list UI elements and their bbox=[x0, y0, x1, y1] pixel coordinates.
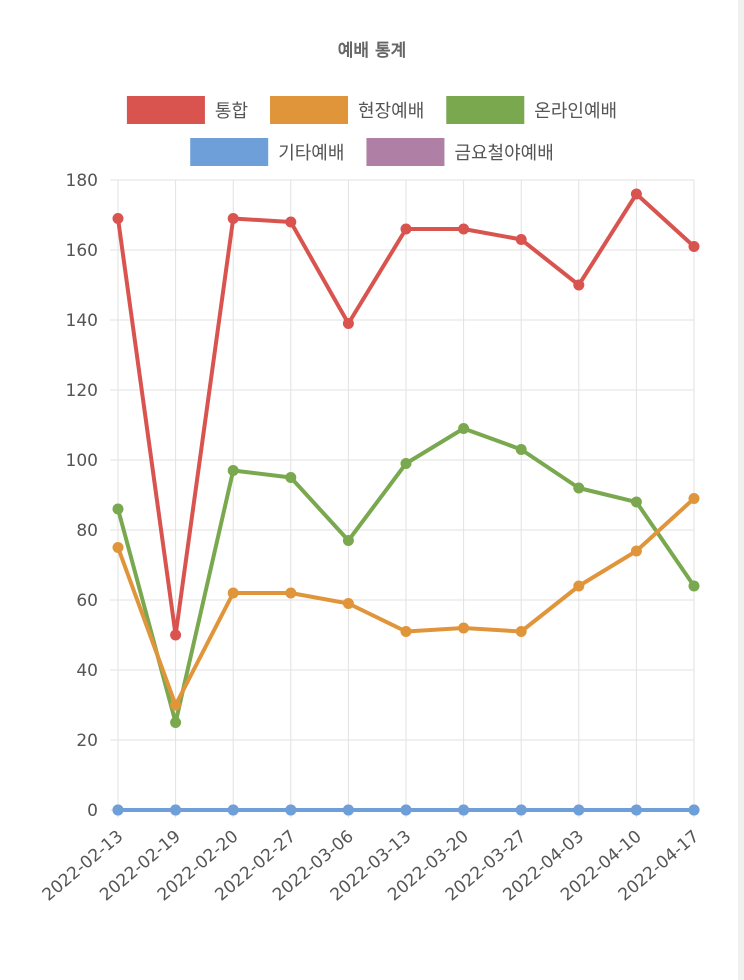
data-point bbox=[285, 587, 297, 599]
series-1 bbox=[112, 493, 700, 711]
series-2 bbox=[112, 423, 700, 728]
y-tick-label: 160 bbox=[66, 241, 98, 261]
data-point bbox=[342, 804, 354, 816]
data-point bbox=[630, 545, 642, 557]
data-point bbox=[573, 279, 585, 291]
y-tick-label: 100 bbox=[66, 451, 98, 471]
legend-item[interactable]: 현장예배 bbox=[270, 96, 424, 124]
legend-swatch bbox=[126, 96, 205, 124]
series-0 bbox=[112, 188, 700, 641]
legend-label: 기타예배 bbox=[278, 143, 344, 164]
y-tick-label: 0 bbox=[87, 801, 98, 821]
chart-series bbox=[112, 188, 700, 816]
data-point bbox=[285, 216, 297, 228]
y-tick-label: 140 bbox=[66, 311, 98, 331]
y-tick-label: 180 bbox=[66, 171, 98, 191]
legend-label: 온라인예배 bbox=[534, 101, 617, 122]
data-point bbox=[342, 598, 354, 609]
legend-swatch bbox=[366, 138, 445, 166]
data-point bbox=[458, 423, 470, 434]
data-point bbox=[688, 241, 700, 252]
y-tick-label: 120 bbox=[66, 381, 98, 401]
y-tick-label: 80 bbox=[76, 521, 98, 541]
data-point bbox=[515, 804, 527, 816]
data-point bbox=[573, 580, 585, 592]
legend-item[interactable]: 통합 bbox=[126, 96, 248, 124]
x-axis: 2022-02-132022-02-192022-02-202022-02-27… bbox=[39, 827, 704, 906]
data-point bbox=[400, 458, 412, 469]
legend-label: 금요철야예배 bbox=[454, 143, 553, 164]
legend-label: 통합 bbox=[215, 101, 248, 122]
data-point bbox=[458, 223, 470, 235]
page-edge-strip bbox=[738, 0, 744, 980]
data-point bbox=[285, 472, 297, 483]
y-tick-label: 40 bbox=[76, 661, 98, 681]
data-point bbox=[170, 699, 182, 711]
series-3 bbox=[112, 804, 700, 816]
legend-item[interactable]: 온라인예배 bbox=[446, 96, 617, 124]
data-point bbox=[170, 629, 182, 641]
legend-swatch bbox=[270, 96, 349, 124]
data-point bbox=[400, 804, 412, 816]
data-point bbox=[630, 496, 642, 508]
legend-swatch bbox=[190, 138, 269, 166]
data-point bbox=[227, 587, 239, 599]
data-point bbox=[112, 542, 124, 553]
data-point bbox=[515, 444, 527, 455]
y-axis: 0 20 40 60 80 100 120 140 160 180 bbox=[66, 171, 98, 821]
data-point bbox=[688, 580, 700, 592]
data-point bbox=[227, 465, 239, 476]
data-point bbox=[170, 804, 182, 816]
chart-title: 예배 통계 bbox=[338, 41, 406, 61]
data-point bbox=[458, 622, 470, 634]
y-tick-label: 60 bbox=[76, 591, 98, 611]
legend-item[interactable]: 금요철야예배 bbox=[366, 138, 554, 166]
y-tick-label: 20 bbox=[76, 731, 98, 751]
data-point bbox=[170, 717, 182, 728]
data-point bbox=[515, 234, 527, 245]
data-point bbox=[400, 626, 412, 637]
data-point bbox=[688, 804, 700, 816]
legend-item[interactable]: 기타예배 bbox=[190, 138, 344, 166]
data-point bbox=[515, 626, 527, 637]
legend-swatch bbox=[446, 96, 525, 124]
data-point bbox=[227, 213, 239, 224]
data-point bbox=[112, 804, 124, 816]
data-point bbox=[458, 804, 470, 816]
legend-label: 현장예배 bbox=[358, 101, 424, 122]
data-point bbox=[112, 213, 124, 224]
data-point bbox=[573, 482, 585, 494]
data-point bbox=[573, 804, 585, 816]
data-point bbox=[630, 188, 642, 200]
data-point bbox=[342, 318, 354, 329]
data-point bbox=[688, 493, 700, 504]
data-point bbox=[400, 223, 412, 235]
data-point bbox=[112, 503, 124, 515]
data-point bbox=[342, 535, 354, 546]
chart-grid bbox=[110, 179, 695, 818]
data-point bbox=[285, 804, 297, 816]
data-point bbox=[227, 804, 239, 816]
data-point bbox=[630, 804, 642, 816]
